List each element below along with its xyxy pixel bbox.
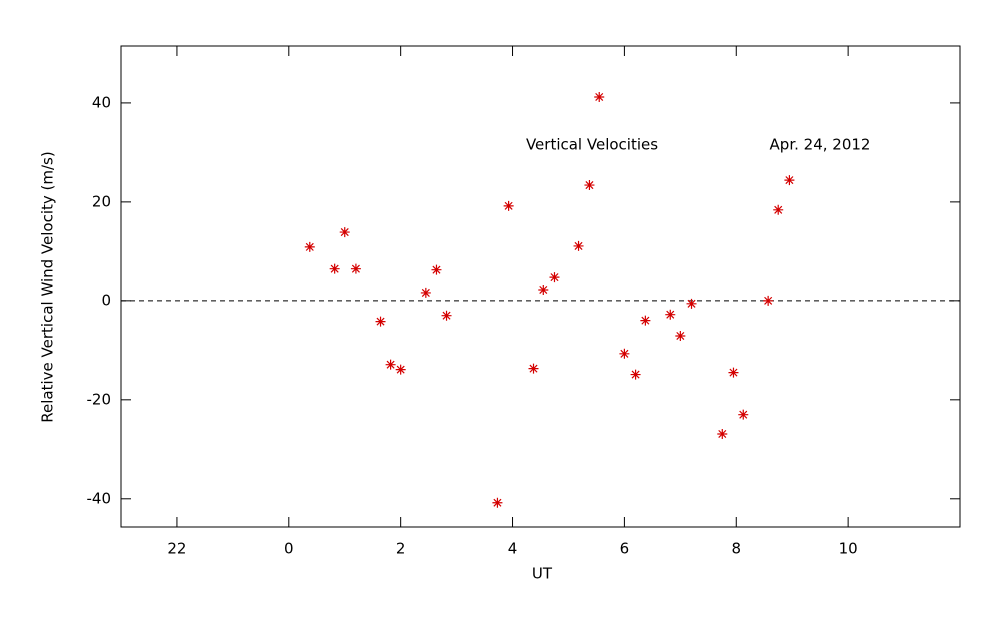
y-tick-label: 0 [101,291,111,309]
data-point [573,240,584,251]
data-point [528,363,539,374]
data-point [665,309,676,320]
data-point [763,295,774,306]
data-point [420,287,431,298]
x-tick-label: 22 [167,540,186,558]
data-point [329,263,340,274]
data-point [619,348,630,359]
x-tick-label: 2 [396,540,406,558]
data-point [304,241,315,252]
data-point [686,298,697,309]
data-point [640,315,651,326]
data-point [375,316,386,327]
data-point [492,497,503,508]
y-tick-label: 20 [92,192,111,210]
x-tick-label: 0 [284,540,294,558]
y-tick-label: -20 [87,390,112,408]
data-point [339,227,350,238]
annotation: Vertical Velocities [526,136,658,154]
plot-frame [120,45,961,528]
y-tick-label: 40 [92,93,111,111]
data-point [773,204,784,215]
x-tick-label: 8 [731,540,741,558]
data-point [717,428,728,439]
x-tick-label: 4 [508,540,518,558]
data-point [728,367,739,378]
data-point [675,330,686,341]
data-point [385,359,396,370]
data-point [395,364,406,375]
x-tick-label: 6 [620,540,630,558]
y-tick-label: -40 [87,489,112,507]
data-point [594,91,605,102]
data-point [431,264,442,275]
data-point [538,284,549,295]
data-point [738,409,749,420]
x-axis-label: UT [532,565,553,583]
data-point [350,263,361,274]
data-point [784,175,795,186]
annotation: Apr. 24, 2012 [770,136,871,154]
data-point [441,310,452,321]
y-axis-label: Relative Vertical Wind Velocity (m/s) [39,151,57,422]
data-point [549,272,560,283]
data-point [584,180,595,191]
x-tick-label: 10 [839,540,858,558]
data-point [503,200,514,211]
data-point [630,369,641,380]
